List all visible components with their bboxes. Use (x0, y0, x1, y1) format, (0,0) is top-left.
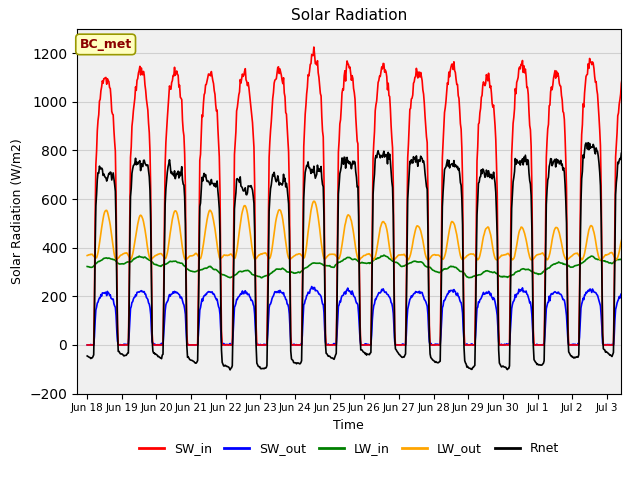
Rnet (620, 153, 627, 158)
Rnet (482, 174, 490, 180)
Legend: SW_in, SW_out, LW_in, LW_out, Rnet: SW_in, SW_out, LW_in, LW_out, Rnet (134, 437, 564, 460)
LW_out (334, 255, 342, 261)
SW_out (159, 342, 167, 348)
LW_out (83, 252, 91, 258)
Rnet (333, 307, 341, 312)
LW_in (313, 260, 321, 266)
LW_out (147, 257, 154, 263)
Line: LW_out: LW_out (87, 201, 623, 260)
Y-axis label: Solar Radiation (W/m2): Solar Radiation (W/m2) (11, 138, 24, 284)
LW_out (470, 251, 477, 257)
SW_in (159, 342, 166, 348)
Line: SW_in: SW_in (87, 47, 623, 345)
SW_out (620, 288, 627, 294)
LW_in (620, 255, 627, 261)
SW_in (83, 342, 91, 348)
SW_in (469, 342, 477, 348)
Rnet (313, 171, 321, 177)
Title: Solar Radiation: Solar Radiation (291, 9, 407, 24)
LW_in (470, 274, 477, 279)
SW_out (314, 288, 321, 294)
Rnet (227, 367, 234, 373)
LW_out (159, 253, 167, 259)
Rnet (83, 353, 91, 359)
LW_out (483, 226, 490, 231)
SW_in (482, 81, 490, 86)
LW_out (310, 198, 317, 204)
LW_in (483, 268, 490, 274)
LW_in (380, 252, 388, 258)
SW_out (334, 316, 342, 322)
X-axis label: Time: Time (333, 419, 364, 432)
LW_out (314, 210, 321, 216)
LW_in (86, 264, 93, 270)
Rnet (159, 352, 166, 358)
SW_in (333, 289, 341, 295)
SW_out (86, 342, 94, 348)
LW_in (258, 275, 266, 281)
LW_in (159, 262, 166, 268)
Rnet (584, 140, 592, 145)
Text: BC_met: BC_met (79, 38, 132, 51)
Rnet (469, 364, 477, 370)
SW_out (483, 289, 490, 295)
SW_in (620, 74, 627, 80)
Line: LW_in: LW_in (87, 255, 623, 278)
Rnet (86, 354, 93, 360)
Line: SW_out: SW_out (87, 287, 623, 345)
LW_in (333, 261, 341, 267)
SW_in (313, 62, 321, 68)
Line: Rnet: Rnet (87, 143, 623, 370)
SW_out (470, 342, 477, 348)
SW_out (84, 342, 92, 348)
LW_in (83, 264, 91, 269)
SW_in (86, 342, 93, 348)
LW_out (620, 230, 627, 236)
SW_in (310, 44, 317, 50)
LW_out (86, 252, 93, 258)
SW_out (83, 342, 91, 348)
SW_out (308, 284, 316, 289)
